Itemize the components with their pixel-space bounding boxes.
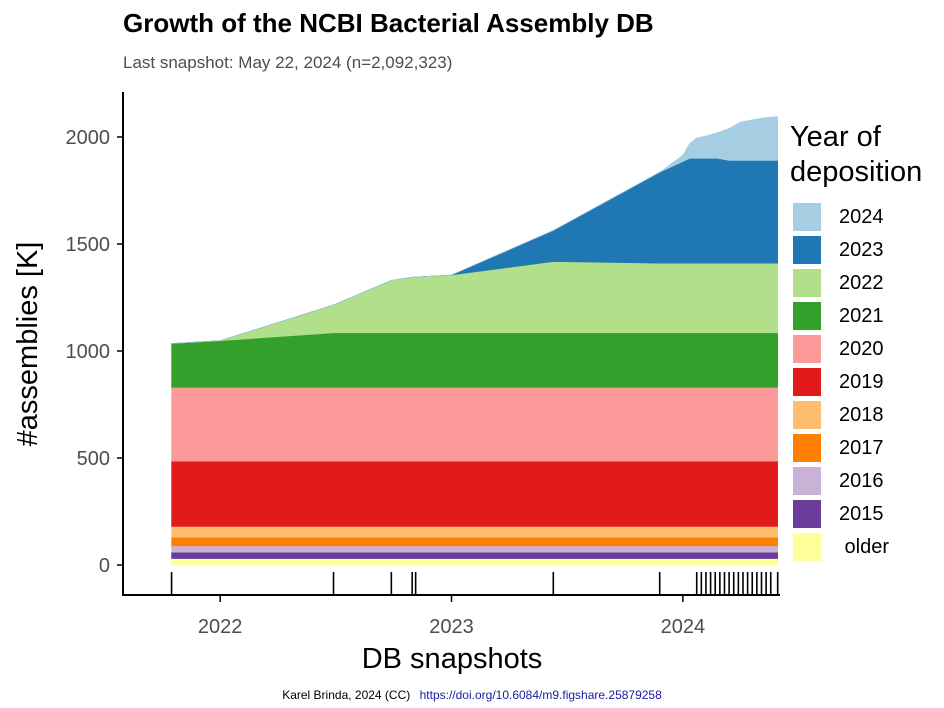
- legend-item: 2015: [793, 500, 933, 528]
- area-2016: [171, 545, 778, 553]
- y-tick-label: 1500: [66, 234, 111, 256]
- area-older: [171, 558, 778, 566]
- legend-swatch: [793, 302, 821, 330]
- area-2020: [171, 387, 778, 462]
- area-2015: [171, 551, 778, 559]
- legend-label: 2015: [839, 503, 884, 525]
- legend-label: 2021: [839, 305, 884, 327]
- legend-swatch: [793, 269, 821, 297]
- area-2024: [171, 116, 778, 344]
- area-2021: [171, 332, 778, 388]
- x-tick-label: 2024: [661, 616, 706, 638]
- legend-item: 2020: [793, 335, 933, 363]
- legend-label: 2023: [839, 239, 884, 261]
- legend-item: 2017: [793, 434, 933, 462]
- legend-label: 2024: [839, 206, 884, 228]
- area-2019: [171, 460, 778, 527]
- legend-swatch: [793, 335, 821, 363]
- legend-item: 2016: [793, 467, 933, 495]
- legend-swatch: [793, 467, 821, 495]
- legend-swatch: [793, 500, 821, 528]
- footer: Karel Brinda, 2024 (CC) https://doi.org/…: [0, 688, 944, 702]
- snapshot-rug: [170, 572, 779, 594]
- stacked-areas: [171, 116, 778, 566]
- chart-subtitle: Last snapshot: May 22, 2024 (n=2,092,323…: [123, 53, 453, 72]
- legend-swatch: [793, 203, 821, 231]
- legend-swatch: [793, 434, 821, 462]
- legend-label: 2019: [839, 371, 884, 393]
- legend-label: 2020: [839, 338, 884, 360]
- legend-label: 2017: [839, 437, 884, 459]
- chart-title: Growth of the NCBI Bacterial Assembly DB: [123, 8, 654, 38]
- legend-item: 2018: [793, 401, 933, 429]
- legend-item: 2019: [793, 368, 933, 396]
- legend-item: 2023: [793, 236, 933, 264]
- legend-title: Year of deposition: [790, 120, 940, 190]
- legend-swatch: [793, 368, 821, 396]
- y-tick-label: 500: [77, 448, 110, 470]
- legend-label: 2016: [839, 470, 884, 492]
- y-tick-label: 0: [99, 555, 110, 577]
- x-tick-label: 2023: [429, 616, 474, 638]
- legend-item: 2021: [793, 302, 933, 330]
- legend-item: older: [793, 533, 933, 561]
- legend-swatch: [793, 401, 821, 429]
- area-2022: [171, 261, 778, 344]
- legend-title-text: Year of deposition: [790, 121, 923, 188]
- legend-swatch: [793, 533, 821, 561]
- y-axis-ticks: 0 500 1000 1500 2000: [66, 127, 123, 577]
- area-2017: [171, 536, 778, 547]
- y-axis-label: #assemblies [K]: [12, 242, 44, 447]
- legend-item: 2024: [793, 203, 933, 231]
- legend-item: 2022: [793, 269, 933, 297]
- footer-doi-link[interactable]: https://doi.org/10.6084/m9.figshare.2587…: [419, 688, 662, 702]
- x-axis-label: DB snapshots: [362, 643, 543, 675]
- x-tick-label: 2022: [198, 616, 243, 638]
- y-tick-label: 1000: [66, 341, 111, 363]
- legend-swatch: [793, 236, 821, 264]
- legend-label: 2022: [839, 272, 884, 294]
- legend-label: 2018: [839, 404, 884, 426]
- footer-credit: Karel Brinda, 2024 (CC): [282, 688, 411, 702]
- x-axis-ticks: 2022 2023 2024: [198, 595, 705, 638]
- legend-label: older: [839, 536, 890, 558]
- y-tick-label: 2000: [66, 127, 111, 149]
- area-2018: [171, 526, 778, 538]
